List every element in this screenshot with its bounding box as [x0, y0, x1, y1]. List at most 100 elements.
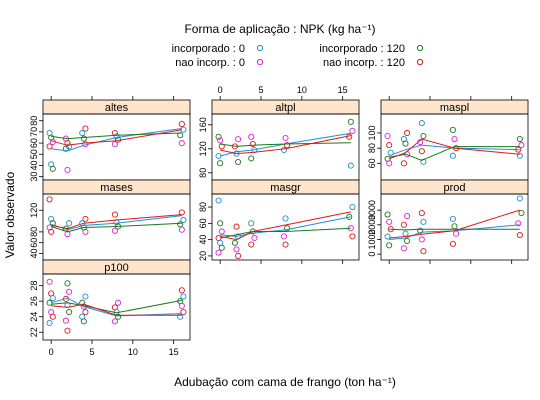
strip-label: maspl	[440, 102, 469, 114]
panel-p100: p100 22 24 26 28 0 5 10 15	[29, 259, 191, 357]
data-point	[217, 239, 224, 246]
data-point	[451, 223, 458, 230]
data-point	[46, 319, 53, 326]
y-tick-label: 2000	[367, 215, 377, 235]
y-tick-label: 0	[367, 252, 377, 257]
series-line	[389, 228, 520, 231]
data-point	[82, 228, 89, 235]
y-tick-label: 24	[29, 312, 39, 322]
series-line	[51, 299, 182, 314]
strip-label: p100	[104, 262, 128, 274]
series-line	[51, 222, 182, 233]
series-line	[220, 142, 351, 147]
data-point	[64, 280, 71, 287]
data-point	[178, 287, 185, 294]
y-tick-label: 20	[198, 251, 208, 261]
series-line	[51, 303, 182, 316]
data-point	[82, 215, 89, 222]
x-tick-label: 10	[128, 347, 138, 357]
data-point	[231, 239, 238, 246]
data-point	[284, 142, 291, 149]
x-tick-label: 5	[258, 85, 263, 95]
legend-label: incorporado : 120	[319, 43, 405, 55]
data-point	[218, 244, 225, 251]
data-point	[178, 302, 185, 309]
data-point	[180, 308, 187, 316]
legend-label: incorporado : 0	[172, 43, 245, 55]
data-point	[49, 165, 56, 172]
y-tick-label: 70	[29, 127, 39, 137]
y-tick-label: 40	[29, 160, 39, 170]
data-point	[177, 221, 184, 228]
strip-label: prod	[443, 182, 465, 194]
panel-maspl: maspl 60 80 100	[367, 96, 529, 181]
data-point	[217, 220, 224, 227]
y-tick-label: 40	[198, 235, 208, 245]
data-point	[218, 228, 225, 235]
data-point	[66, 308, 73, 316]
panel-frame	[380, 193, 529, 261]
data-point	[215, 249, 222, 256]
data-point	[178, 140, 185, 147]
data-point	[404, 212, 411, 220]
series-line	[389, 144, 520, 157]
y-tick-label: 30	[29, 172, 39, 182]
data-point	[248, 241, 255, 248]
x-tick-label: 0	[49, 347, 54, 357]
strip-label: altpl	[275, 102, 295, 114]
data-point	[80, 135, 87, 142]
data-point	[386, 242, 393, 249]
data-point	[64, 166, 71, 173]
data-point	[384, 132, 391, 140]
data-point	[449, 215, 456, 222]
legend-marker	[256, 44, 264, 52]
data-point	[66, 288, 73, 295]
legend-label: nao incorp. : 0	[175, 57, 245, 69]
data-point	[49, 295, 56, 302]
data-point	[518, 210, 525, 217]
y-tick-label: 120	[198, 141, 208, 156]
data-point	[346, 133, 353, 140]
strip-label: altes	[105, 102, 129, 114]
data-point	[233, 246, 240, 253]
data-point	[178, 121, 185, 128]
data-point	[248, 220, 255, 227]
y-tick-label: 1000	[367, 229, 377, 249]
data-point	[282, 134, 289, 142]
data-point	[280, 233, 287, 240]
data-point	[282, 241, 289, 248]
data-point	[82, 308, 89, 316]
y-tick-label: 80	[198, 168, 208, 178]
data-point	[64, 327, 71, 334]
data-point	[349, 203, 356, 211]
y-tick-label: 40	[29, 249, 39, 259]
y-tick-label: 3000	[367, 200, 377, 220]
series-line	[51, 128, 182, 152]
data-point	[217, 137, 224, 144]
panel-frame	[211, 193, 360, 261]
series-line	[51, 214, 182, 230]
x-axis-label: Adubação com cama de frango (ton ha⁻¹)	[174, 375, 396, 389]
series-line	[220, 135, 351, 155]
data-point	[46, 278, 53, 285]
data-point	[46, 196, 53, 203]
x-tick-label: 15	[169, 347, 179, 357]
y-tick-label: 60	[29, 138, 39, 148]
data-point	[215, 133, 222, 140]
data-point	[347, 162, 354, 169]
data-point	[453, 230, 460, 237]
data-point	[449, 152, 456, 159]
y-tick-label: 60	[198, 218, 208, 228]
series-line	[51, 129, 182, 146]
data-point	[217, 160, 224, 167]
data-point	[49, 313, 56, 320]
y-tick-label: 60	[367, 158, 377, 168]
data-point	[248, 155, 255, 162]
data-point	[418, 210, 425, 217]
data-point	[418, 120, 425, 127]
data-point	[347, 118, 354, 125]
y-tick-label: 80	[29, 116, 39, 126]
